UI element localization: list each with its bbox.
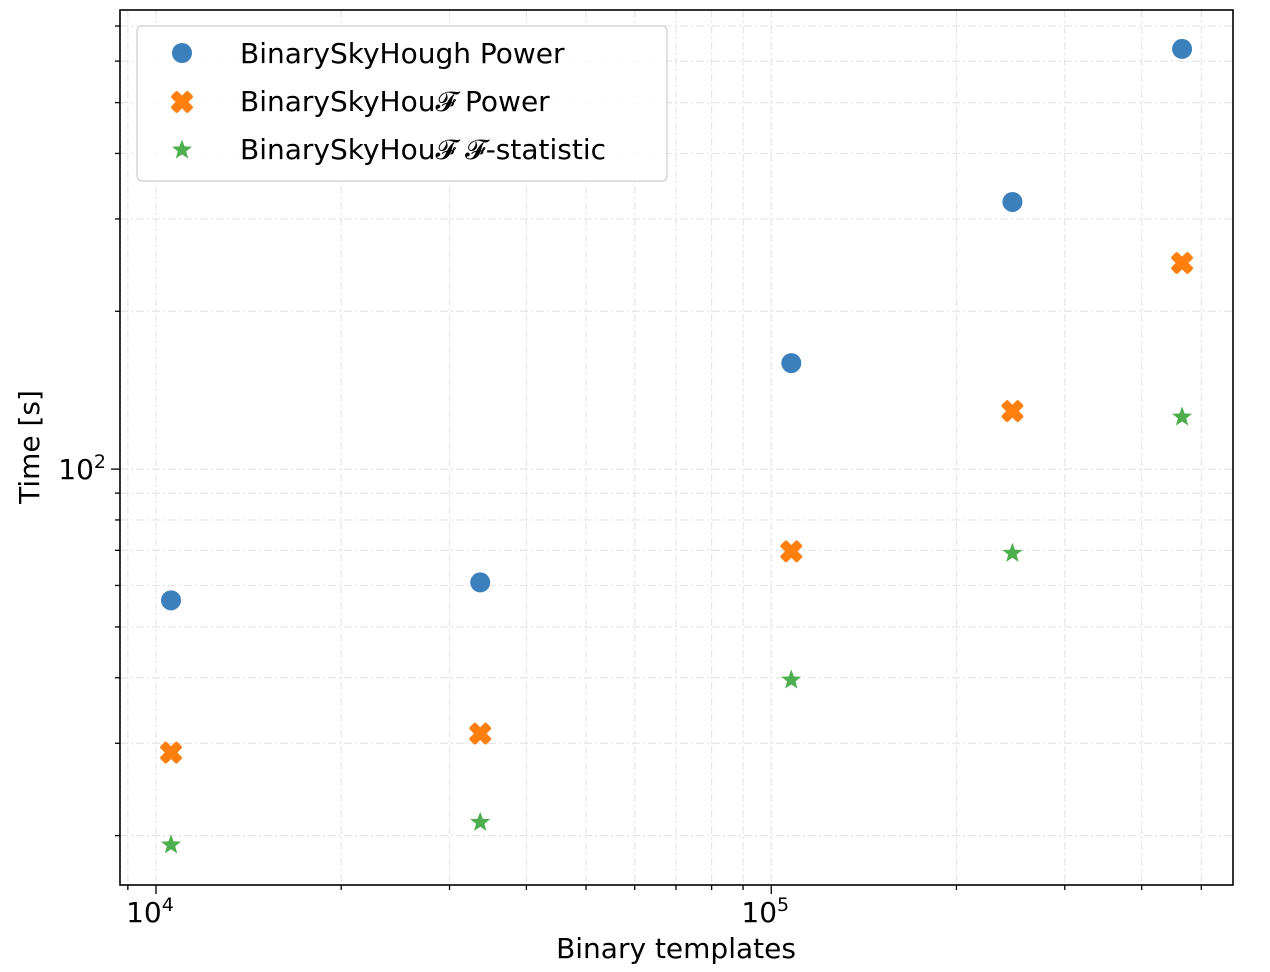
data-point-series-1-bar [1001,400,1024,422]
legend-label-2: BinarySkyHou𝓕 𝓕-statistic [240,133,606,166]
data-points [160,38,1193,854]
data-point-series-1 [160,741,182,764]
x-tick-label-0: 104 [126,894,174,929]
data-point-series-1-bar [1171,252,1193,274]
data-point-series-1 [1171,252,1193,274]
data-point-series-0 [1172,38,1193,59]
data-point-series-0 [781,353,802,374]
x-tick-label-1: 105 [741,894,789,929]
axis-ticks [111,25,1202,894]
x-axis-label: Binary templates [556,932,796,965]
y-tick-label-0: 102 [58,451,106,486]
data-point-series-0 [1002,191,1023,212]
data-point-series-1 [469,722,492,745]
data-point-series-2 [1172,406,1193,426]
tick-labels: 104 105 102 [58,451,789,929]
legend-marker-0 [172,43,192,63]
series-2 [161,406,1193,854]
legend-marker-1 [171,91,193,113]
data-point-series-1-bar [469,722,492,745]
data-point-series-2 [1002,542,1023,562]
legend-marker-1-bar [171,91,193,113]
data-point-series-2 [781,669,802,689]
data-point-series-2 [161,834,182,854]
legend-label-1: BinarySkyHou𝓕 Power [240,85,550,118]
legend: BinarySkyHough Power BinarySkyHou𝓕 Power… [136,25,668,182]
data-point-series-1 [780,540,803,563]
data-point-series-0 [470,572,491,593]
data-point-series-1 [1001,400,1024,422]
legend-box [136,25,668,182]
series-1 [160,252,1193,764]
data-point-series-1-bar [780,540,803,563]
legend-marker-2 [172,139,192,159]
data-point-series-1-bar [160,741,182,764]
legend-label-0: BinarySkyHough Power [240,37,565,70]
plot-frame [119,9,1234,886]
y-axis-label: Time [s] [13,390,46,505]
data-point-series-0 [161,590,182,611]
series-0 [161,38,1193,611]
data-point-series-2 [470,811,491,831]
